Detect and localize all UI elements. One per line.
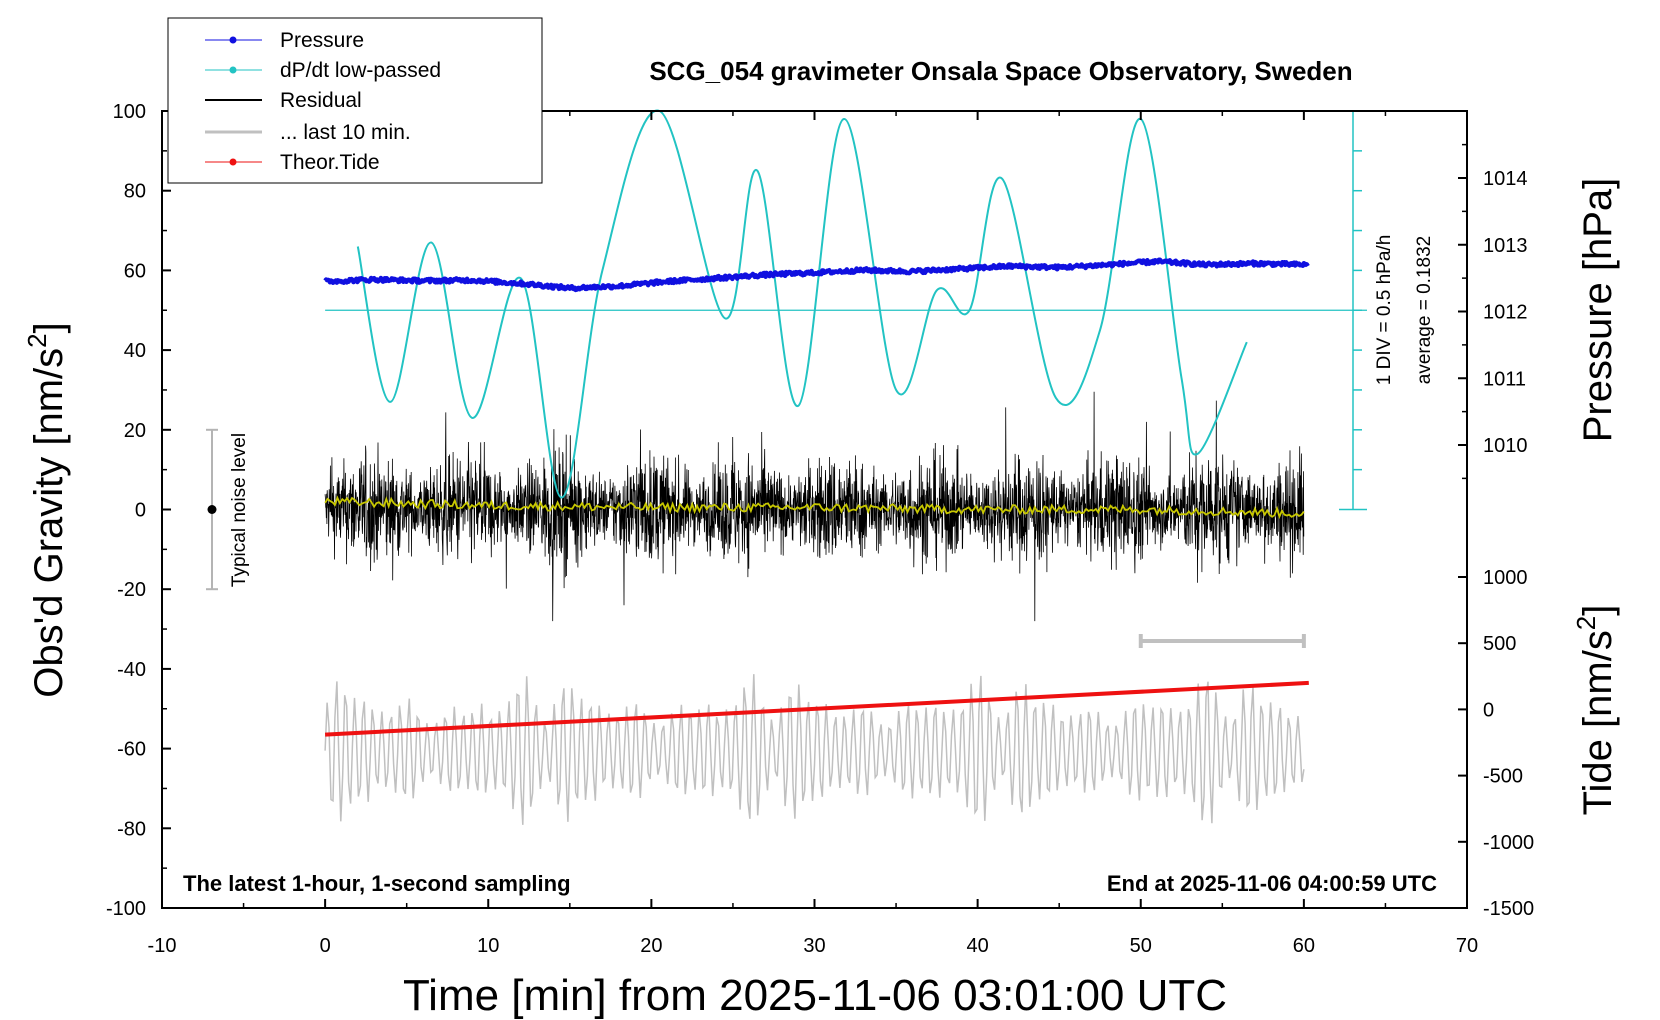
y-tick-label-pressure: 1013 <box>1483 235 1528 257</box>
y-label-tide-sup: 2 <box>1571 616 1601 630</box>
legend-tide-marker <box>229 158 237 166</box>
y-tick-label-tide: 0 <box>1483 699 1494 721</box>
tide-line <box>324 680 1309 737</box>
y-tick-label-pressure: 1012 <box>1483 302 1528 324</box>
annotation-latest-hour: The latest 1-hour, 1-second sampling <box>183 871 571 896</box>
y-tick-label-gravity: 0 <box>135 500 146 522</box>
y-label-tide-main: Tide [nm/s <box>1576 630 1620 815</box>
y-tick-label-tide: 1000 <box>1483 567 1528 589</box>
y-label-gravity-main: Obs'd Gravity [nm/s <box>27 348 71 698</box>
legend-tide-label: Theor.Tide <box>280 151 380 174</box>
legend-residual-label: Residual <box>280 89 362 112</box>
y-label-gravity-close: ] <box>27 322 71 333</box>
y-tick-label-tide: -500 <box>1483 766 1523 788</box>
x-tick-label: 20 <box>640 935 662 957</box>
y-tick-label-pressure: 1011 <box>1483 368 1526 390</box>
y-label-tide-close: ] <box>1576 605 1620 616</box>
x-axis-label: Time [min] from 2025-11-06 03:01:00 UTC <box>403 971 1227 1020</box>
pressure-line <box>323 257 1310 293</box>
y-tick-label-gravity: -60 <box>117 739 146 761</box>
y-tick-label-gravity: 60 <box>124 260 146 282</box>
y-tick-label-tide: -1000 <box>1483 832 1534 854</box>
residual-running-mean <box>324 495 1305 520</box>
y-tick-label-gravity: 80 <box>124 181 146 203</box>
noise-level-center-dot <box>207 505 217 514</box>
dpdt-scale-label: 1 DIV = 0.5 hPa/h <box>1374 235 1395 386</box>
x-tick-label: 60 <box>1293 935 1315 957</box>
legend-last10-label: ... last 10 min. <box>280 121 411 144</box>
residual-series <box>324 391 1305 622</box>
chart-title: SCG_054 gravimeter Onsala Space Observat… <box>649 56 1352 86</box>
last-10-min-series <box>324 674 1305 825</box>
y-axis-label-gravity: Obs'd Gravity [nm/s2] <box>22 322 71 698</box>
legend-dpdt-label: dP/dt low-passed <box>280 59 441 82</box>
x-tick-label: -10 <box>148 935 177 957</box>
y-tick-label-tide: 500 <box>1483 633 1516 655</box>
y-axis-label-tide: Tide [nm/s2] <box>1571 605 1620 816</box>
y-tick-label-gravity: -20 <box>117 579 146 601</box>
last-10-min-line <box>324 674 1305 825</box>
y-label-gravity-sup: 2 <box>22 333 52 347</box>
dpdt-average-label: average = 0.1832 <box>1414 236 1435 384</box>
y-tick-label-gravity: -100 <box>106 898 146 920</box>
y-tick-label-pressure: 1010 <box>1483 435 1528 457</box>
y-tick-label-gravity: 20 <box>124 420 146 442</box>
annotations <box>206 110 1367 648</box>
legend-pressure-label: Pressure <box>280 29 364 52</box>
theoretical-tide-series <box>324 680 1309 737</box>
pressure-series <box>323 257 1310 293</box>
x-tick-label: 50 <box>1130 935 1152 957</box>
y-tick-label-gravity: 100 <box>113 101 146 123</box>
annotation-end-time: End at 2025-11-06 04:00:59 UTC <box>1107 871 1437 896</box>
running-mean-line <box>324 495 1305 520</box>
dpdt-line <box>356 109 1248 499</box>
dpdt-lowpassed-series <box>356 109 1248 499</box>
y-tick-label-gravity: 40 <box>124 340 146 362</box>
legend-pressure-marker <box>229 36 237 44</box>
x-tick-label: 30 <box>803 935 825 957</box>
axes: -10 0 10 20 30 40 50 60 70100806040200-20-40-60-… <box>106 101 1534 957</box>
x-tick-label: 0 <box>320 935 331 957</box>
x-tick-label: 40 <box>967 935 989 957</box>
legend: Pressure dP/dt low-passed Residual ... l… <box>167 17 543 184</box>
y-tick-label-pressure: 1014 <box>1483 168 1528 190</box>
x-tick-label: 70 <box>1456 935 1478 957</box>
noise-level-label: Typical noise level <box>229 433 250 587</box>
y-tick-label-gravity: -80 <box>117 818 146 840</box>
residual-line <box>324 391 1305 622</box>
y-axis-label-pressure: Pressure [hPa] <box>1576 178 1620 443</box>
legend-dpdt-marker <box>229 66 237 74</box>
x-tick-label: 10 <box>477 935 499 957</box>
y-tick-label-tide: -1500 <box>1483 898 1534 920</box>
y-tick-label-gravity: -40 <box>117 659 146 681</box>
